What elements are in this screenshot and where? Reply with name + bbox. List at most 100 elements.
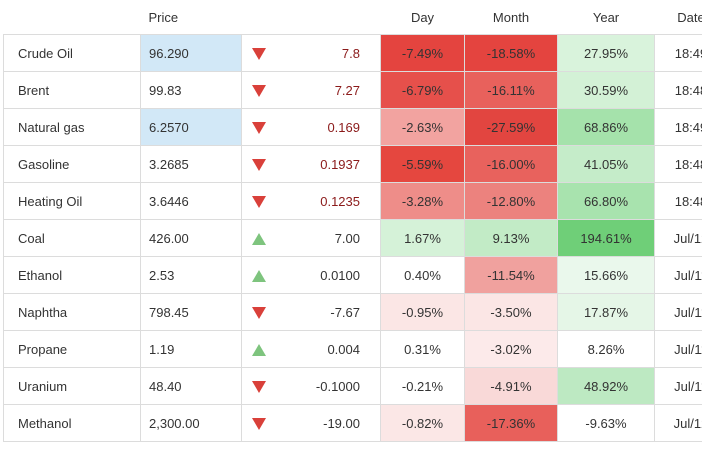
date-cell: Jul/11 <box>654 367 702 405</box>
header-price[interactable]: Price <box>140 0 242 35</box>
table-row[interactable]: Crude Oil 96.290 7.8 -7.49% -18.58% 27.95% 18:… <box>3 34 702 72</box>
table-row[interactable]: Gasoline 3.2685 0.1937 -5.59% -16.00% 41.05% 1… <box>3 145 702 183</box>
price-cell: 99.83 <box>140 71 242 109</box>
price-cell: 2,300.00 <box>140 404 242 442</box>
day-percent-cell: -5.59% <box>380 145 465 183</box>
commodity-name-link[interactable]: Brent <box>3 71 141 109</box>
change-cell: 7.00 <box>275 219 381 257</box>
date-cell: 18:49 <box>654 34 702 72</box>
table-row[interactable]: Methanol 2,300.00 -19.00 -0.82% -17.36% -9.63… <box>3 404 702 442</box>
year-percent-cell: 68.86% <box>557 108 655 146</box>
table-row[interactable]: Naphtha 798.45 -7.67 -0.95% -3.50% 17.87% Jul/… <box>3 293 702 331</box>
header-arrow <box>241 0 276 35</box>
commodity-name-link[interactable]: Natural gas <box>3 108 141 146</box>
arrow-down-icon <box>251 196 266 209</box>
direction-cell <box>241 145 276 183</box>
day-percent-cell: -3.28% <box>380 182 465 220</box>
price-cell: 48.40 <box>140 367 242 405</box>
year-percent-cell: 66.80% <box>557 182 655 220</box>
header-name <box>3 0 141 35</box>
commodity-name-link[interactable]: Ethanol <box>3 256 141 294</box>
day-percent-cell: -0.82% <box>380 404 465 442</box>
header-change <box>275 0 381 35</box>
arrow-up-icon <box>251 344 266 357</box>
commodity-name-link[interactable]: Naphtha <box>3 293 141 331</box>
month-percent-cell: -11.54% <box>464 256 558 294</box>
header-day[interactable]: Day <box>380 0 465 35</box>
change-cell: 7.27 <box>275 71 381 109</box>
day-percent-cell: -6.79% <box>380 71 465 109</box>
price-cell: 96.290 <box>140 34 242 72</box>
direction-cell <box>241 404 276 442</box>
date-cell: Jul/12 <box>654 404 702 442</box>
date-cell: Jul/11 <box>654 293 702 331</box>
direction-cell <box>241 256 276 294</box>
price-cell: 3.6446 <box>140 182 242 220</box>
date-cell: Jul/11 <box>654 256 702 294</box>
date-cell: 18:49 <box>654 108 702 146</box>
change-cell: -7.67 <box>275 293 381 331</box>
table-row[interactable]: Uranium 48.40 -0.1000 -0.21% -4.91% 48.92% Jul… <box>3 367 702 405</box>
date-cell: 18:48 <box>654 71 702 109</box>
header-row: Price Day Month Year Date <box>3 0 702 35</box>
arrow-down-icon <box>251 381 266 394</box>
date-cell: Jul/11 <box>654 330 702 368</box>
direction-cell <box>241 293 276 331</box>
arrow-up-icon <box>251 270 266 283</box>
year-percent-cell: 27.95% <box>557 34 655 72</box>
day-percent-cell: -0.95% <box>380 293 465 331</box>
commodities-table: Price Day Month Year Date Crude Oil 96.29… <box>3 0 702 442</box>
change-cell: 0.004 <box>275 330 381 368</box>
day-percent-cell: 0.40% <box>380 256 465 294</box>
arrow-down-icon <box>251 418 266 431</box>
change-cell: -0.1000 <box>275 367 381 405</box>
month-percent-cell: -27.59% <box>464 108 558 146</box>
commodity-name-link[interactable]: Heating Oil <box>3 182 141 220</box>
commodity-name-link[interactable]: Coal <box>3 219 141 257</box>
month-percent-cell: -18.58% <box>464 34 558 72</box>
change-cell: 0.169 <box>275 108 381 146</box>
day-percent-cell: -0.21% <box>380 367 465 405</box>
table-row[interactable]: Heating Oil 3.6446 0.1235 -3.28% -12.80% 66.8… <box>3 182 702 220</box>
direction-cell <box>241 219 276 257</box>
commodity-name-link[interactable]: Crude Oil <box>3 34 141 72</box>
year-percent-cell: 17.87% <box>557 293 655 331</box>
commodity-name-link[interactable]: Methanol <box>3 404 141 442</box>
change-cell: -19.00 <box>275 404 381 442</box>
direction-cell <box>241 367 276 405</box>
day-percent-cell: -7.49% <box>380 34 465 72</box>
price-cell: 2.53 <box>140 256 242 294</box>
price-cell: 426.00 <box>140 219 242 257</box>
header-year[interactable]: Year <box>557 0 655 35</box>
table-row[interactable]: Natural gas 6.2570 0.169 -2.63% -27.59% 68.86… <box>3 108 702 146</box>
table-header: Price Day Month Year Date <box>3 0 702 35</box>
year-percent-cell: 41.05% <box>557 145 655 183</box>
month-percent-cell: 9.13% <box>464 219 558 257</box>
direction-cell <box>241 182 276 220</box>
day-percent-cell: 0.31% <box>380 330 465 368</box>
header-month[interactable]: Month <box>464 0 558 35</box>
arrow-down-icon <box>251 122 266 135</box>
price-cell: 6.2570 <box>140 108 242 146</box>
commodity-name-link[interactable]: Gasoline <box>3 145 141 183</box>
month-percent-cell: -16.11% <box>464 71 558 109</box>
day-percent-cell: -2.63% <box>380 108 465 146</box>
year-percent-cell: 194.61% <box>557 219 655 257</box>
month-percent-cell: -3.02% <box>464 330 558 368</box>
header-date[interactable]: Date <box>654 0 702 35</box>
arrow-down-icon <box>251 159 266 172</box>
direction-cell <box>241 330 276 368</box>
month-percent-cell: -16.00% <box>464 145 558 183</box>
arrow-down-icon <box>251 307 266 320</box>
commodity-name-link[interactable]: Uranium <box>3 367 141 405</box>
commodity-name-link[interactable]: Propane <box>3 330 141 368</box>
table-row[interactable]: Ethanol 2.53 0.0100 0.40% -11.54% 15.66% Jul/1… <box>3 256 702 294</box>
change-cell: 0.1937 <box>275 145 381 183</box>
change-cell: 0.1235 <box>275 182 381 220</box>
month-percent-cell: -12.80% <box>464 182 558 220</box>
table-body: Crude Oil 96.290 7.8 -7.49% -18.58% 27.95% 18:… <box>3 34 702 442</box>
